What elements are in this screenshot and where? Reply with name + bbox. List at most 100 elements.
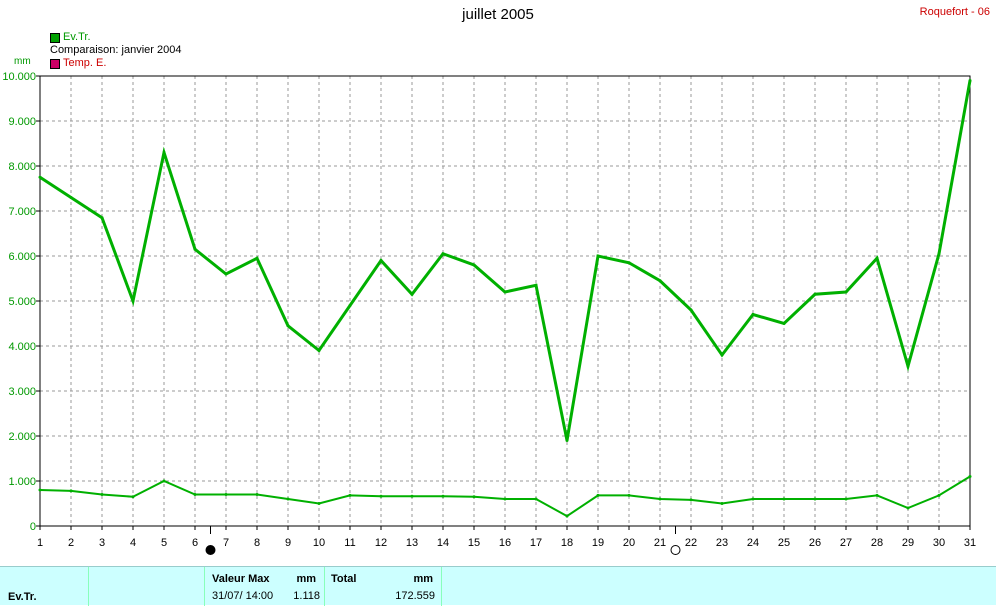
data-point-comparison bbox=[689, 498, 693, 502]
data-point-evtr bbox=[224, 272, 228, 276]
x-tick-label: 21 bbox=[654, 537, 666, 549]
y-tick-label: 1.000 bbox=[8, 476, 36, 488]
stats-series-label: Ev.Tr. bbox=[8, 591, 37, 603]
data-point-evtr bbox=[968, 79, 972, 82]
data-point-comparison bbox=[69, 489, 73, 493]
data-point-evtr bbox=[348, 304, 352, 307]
legend-item-comparison: Comparaison: janvier 2004 bbox=[50, 44, 181, 57]
data-point-comparison bbox=[658, 497, 662, 501]
data-point-evtr bbox=[317, 349, 321, 352]
data-point-evtr bbox=[689, 308, 693, 312]
y-tick-label: 2.000 bbox=[8, 431, 36, 443]
stats-panel: Ev.Tr. Valeur Max mm 31/07/ 14:00 1.118 … bbox=[0, 566, 996, 606]
x-tick-label: 11 bbox=[344, 537, 355, 549]
data-point-evtr bbox=[410, 292, 414, 296]
y-tick-label: 8.000 bbox=[8, 161, 36, 173]
legend-label-comparison: Comparaison: janvier 2004 bbox=[50, 44, 182, 56]
data-point-comparison bbox=[348, 493, 352, 497]
x-tick-label: 13 bbox=[406, 537, 418, 549]
chart-series bbox=[38, 79, 972, 518]
x-tick-label: 1 bbox=[37, 537, 43, 549]
x-tick-labels: 1 2 3 4 5 6 7 8 9 10 11 12 13 14 15 16 17 18 19 20 21 22 23 24 2… bbox=[37, 537, 976, 549]
stats-series-cell: Ev.Tr. bbox=[0, 567, 89, 606]
data-point-comparison bbox=[534, 497, 538, 501]
data-point-evtr bbox=[782, 322, 786, 325]
data-point-evtr bbox=[720, 353, 724, 357]
data-point-evtr bbox=[286, 324, 290, 328]
x-tick-label: 10 bbox=[313, 537, 325, 549]
data-point-evtr bbox=[906, 364, 910, 368]
data-point-comparison bbox=[937, 493, 941, 497]
x-tick-label: 3 bbox=[99, 537, 105, 549]
y-tick-label: 3.000 bbox=[8, 386, 36, 398]
data-point-comparison bbox=[224, 493, 228, 496]
period-markers bbox=[205, 526, 681, 555]
x-tick-label: 23 bbox=[716, 537, 728, 549]
data-point-evtr bbox=[596, 254, 600, 258]
stats-max-cell: Valeur Max mm 31/07/ 14:00 1.118 bbox=[205, 567, 325, 606]
data-point-evtr bbox=[100, 216, 104, 220]
y-tick-label: 10.000 bbox=[2, 71, 36, 83]
data-point-comparison bbox=[968, 475, 972, 478]
x-tick-label: 4 bbox=[130, 537, 136, 549]
data-point-comparison bbox=[906, 506, 910, 510]
y-tick-label: 5.000 bbox=[8, 296, 36, 308]
data-point-comparison bbox=[813, 497, 817, 501]
data-point-evtr bbox=[844, 290, 848, 294]
legend-label-evtr: Ev.Tr. bbox=[63, 31, 91, 43]
x-tick-label: 5 bbox=[161, 537, 167, 549]
stats-empty-cell bbox=[89, 567, 205, 606]
series-line-evtr bbox=[39, 80, 972, 441]
data-point-comparison bbox=[379, 494, 383, 498]
data-point-comparison bbox=[503, 497, 507, 501]
x-tick-label: 18 bbox=[561, 537, 573, 549]
data-point-comparison bbox=[875, 493, 879, 497]
data-point-comparison bbox=[317, 502, 321, 505]
chart-grid bbox=[40, 75, 971, 526]
legend-swatch-evtr bbox=[50, 32, 60, 43]
data-point-comparison bbox=[472, 495, 476, 499]
stats-total-unit: mm bbox=[413, 573, 433, 585]
x-tick-label: 16 bbox=[499, 537, 511, 549]
data-point-comparison bbox=[193, 493, 197, 496]
x-tick-label: 25 bbox=[778, 537, 790, 549]
data-point-comparison bbox=[751, 497, 755, 501]
data-point-evtr bbox=[472, 263, 476, 267]
chart-axes bbox=[36, 75, 971, 530]
x-tick-label: 27 bbox=[840, 537, 852, 549]
data-point-evtr bbox=[627, 261, 631, 265]
y-tick-label: 9.000 bbox=[8, 116, 36, 128]
x-tick-label: 12 bbox=[375, 537, 387, 549]
data-point-evtr bbox=[503, 290, 507, 294]
stats-max-value: 1.118 bbox=[293, 590, 320, 602]
legend-item-evtr[interactable]: Ev.Tr. bbox=[50, 31, 181, 44]
y-axis-unit: mm bbox=[14, 56, 31, 67]
data-point-evtr bbox=[193, 247, 197, 251]
data-point-evtr bbox=[255, 256, 259, 260]
x-tick-label: 19 bbox=[592, 537, 604, 549]
data-point-evtr bbox=[69, 196, 73, 199]
data-point-evtr bbox=[162, 151, 166, 154]
data-point-comparison bbox=[131, 495, 135, 499]
x-tick-label: 29 bbox=[902, 537, 914, 549]
data-point-comparison bbox=[38, 488, 42, 492]
plot-frame bbox=[39, 75, 971, 527]
data-point-comparison bbox=[100, 493, 104, 496]
chart-area: 0 1.000 2.000 3.000 4.000 5.000 6.000 7.000 8.00… bbox=[2, 71, 976, 555]
stats-total-cell: Total mm 172.559 bbox=[325, 567, 442, 606]
x-tick-label: 14 bbox=[437, 537, 449, 549]
legend-item-temp[interactable]: Temp. E. bbox=[50, 57, 181, 70]
y-tick-label: 6.000 bbox=[8, 251, 36, 263]
data-point-evtr bbox=[131, 299, 135, 303]
x-tick-label: 22 bbox=[685, 537, 697, 549]
data-point-evtr bbox=[937, 252, 941, 256]
x-tick-label: 8 bbox=[254, 537, 260, 549]
new-moon-marker bbox=[205, 545, 216, 555]
y-tick-label: 0 bbox=[30, 521, 36, 533]
x-tick-label: 30 bbox=[933, 537, 945, 549]
y-tick-label: 7.000 bbox=[8, 206, 36, 218]
data-point-comparison bbox=[255, 493, 259, 496]
stats-max-label: Valeur Max bbox=[212, 573, 270, 585]
data-point-comparison bbox=[410, 494, 414, 498]
full-moon-marker bbox=[670, 545, 681, 555]
